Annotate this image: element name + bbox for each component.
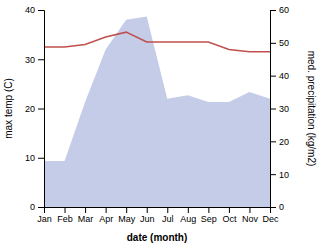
tick-mark bbox=[270, 109, 276, 110]
tick-label: 0 bbox=[30, 202, 35, 212]
tick: Feb bbox=[57, 207, 73, 224]
axis-line bbox=[38, 11, 45, 208]
tick-label: 30 bbox=[279, 104, 289, 114]
tick-label: Jul bbox=[162, 214, 174, 224]
tick-label: 60 bbox=[279, 5, 289, 15]
tick: Jun bbox=[140, 207, 155, 224]
tick-label: Sep bbox=[201, 214, 217, 224]
tick-mark bbox=[85, 207, 86, 213]
tick-mark bbox=[38, 59, 44, 60]
tick-label: 10 bbox=[279, 170, 289, 180]
chart: JanFebMarAprMayJunJulAugSepOctNovDec0102… bbox=[0, 0, 318, 247]
tick-label: Aug bbox=[180, 214, 196, 224]
tick: Apr bbox=[99, 207, 113, 224]
tick: 0 bbox=[270, 202, 284, 212]
tick: Nov bbox=[242, 207, 259, 224]
tick-label: Apr bbox=[99, 214, 113, 224]
axis: 0 10 20 30 40 50 60 bbox=[270, 5, 289, 212]
tick-label: 20 bbox=[25, 104, 35, 114]
axis: 0 10 20 30 40 bbox=[25, 5, 45, 212]
tick: Oct bbox=[222, 207, 237, 224]
tick-mark bbox=[167, 207, 168, 213]
axis-line bbox=[45, 208, 271, 214]
tick-mark bbox=[65, 207, 66, 213]
tick: May bbox=[118, 207, 136, 224]
tick-mark bbox=[270, 76, 276, 77]
tick: 30 bbox=[25, 55, 44, 65]
y2-axis-title: med. precipitation (kg/m2) bbox=[306, 51, 317, 167]
plot: JanFebMarAprMayJunJulAugSepOctNovDec0102… bbox=[3, 5, 317, 243]
tick-label: Dec bbox=[262, 214, 279, 224]
axis-line bbox=[271, 11, 277, 208]
y-axis-title: max temp (C) bbox=[3, 78, 14, 139]
tick: 0 bbox=[30, 202, 44, 212]
tick-label: Mar bbox=[78, 214, 94, 224]
tick-label: 20 bbox=[279, 137, 289, 147]
x-axis-title: date (month) bbox=[127, 232, 188, 243]
tick: 60 bbox=[270, 5, 289, 15]
tick: 20 bbox=[270, 137, 289, 147]
axis: Jan Feb Mar Apr May Jun Jul Aug Sep Oct NovDec bbox=[37, 207, 279, 224]
tick-mark bbox=[270, 174, 276, 175]
tick-mark bbox=[38, 109, 44, 110]
tick-label: 0 bbox=[279, 202, 284, 212]
tick-mark bbox=[106, 207, 107, 213]
tick-mark bbox=[229, 207, 230, 213]
tick-mark bbox=[270, 43, 276, 44]
tick-label: Jan bbox=[37, 214, 52, 224]
tick: Aug bbox=[180, 207, 196, 224]
tick: 30 bbox=[270, 104, 289, 114]
tick: 50 bbox=[270, 38, 289, 48]
tick-mark bbox=[126, 207, 127, 213]
tick: Mar bbox=[78, 207, 94, 224]
tick: 20 bbox=[25, 104, 44, 114]
tick: 10 bbox=[270, 170, 289, 180]
tick-label: Nov bbox=[242, 214, 259, 224]
tick-label: Jun bbox=[140, 214, 155, 224]
tick-label: May bbox=[118, 214, 136, 224]
tick-mark bbox=[38, 207, 44, 208]
tick: 10 bbox=[25, 153, 44, 163]
tick-mark bbox=[208, 207, 209, 213]
tick-mark bbox=[270, 10, 276, 11]
tick: Jan bbox=[37, 207, 52, 224]
tick-mark bbox=[270, 141, 276, 142]
tick: Sep bbox=[201, 207, 217, 224]
tick-mark bbox=[38, 158, 44, 159]
tick-mark bbox=[38, 10, 44, 11]
tick-mark bbox=[147, 207, 148, 213]
area bbox=[44, 17, 270, 207]
tick-label: 40 bbox=[25, 5, 35, 15]
tick-label: 50 bbox=[279, 38, 289, 48]
tick: 40 bbox=[25, 5, 44, 15]
tick: Dec bbox=[262, 207, 279, 224]
tick-label: Feb bbox=[57, 214, 73, 224]
tick-mark bbox=[270, 207, 276, 208]
tick-label: 30 bbox=[25, 55, 35, 65]
tick-mark bbox=[188, 207, 189, 213]
tick-label: 40 bbox=[279, 71, 289, 81]
tick: Jul bbox=[162, 207, 174, 224]
tick-mark bbox=[249, 207, 250, 213]
line bbox=[44, 32, 270, 52]
tick: 40 bbox=[270, 71, 289, 81]
marks bbox=[44, 17, 270, 207]
tick-label: 10 bbox=[25, 153, 35, 163]
tick-label: Oct bbox=[222, 214, 237, 224]
